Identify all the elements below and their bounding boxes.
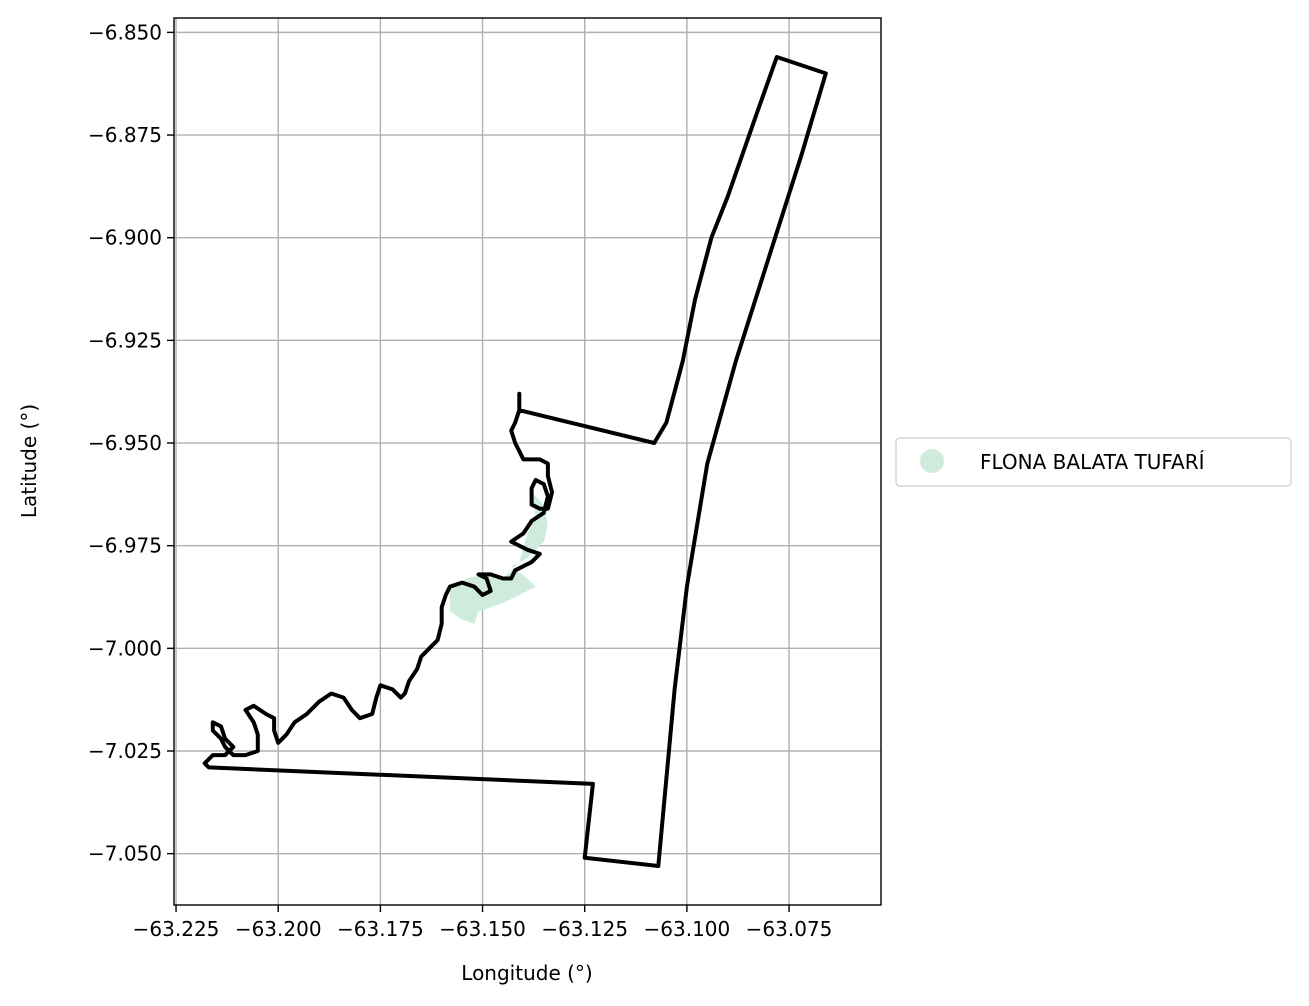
legend: FLONA BALATA TUFARÍ [895, 437, 1292, 487]
y-tick-label: −6.850 [88, 20, 162, 44]
plot-background [174, 18, 881, 905]
x-tick-label: −63.225 [133, 917, 220, 941]
x-tick-label: −63.100 [644, 917, 731, 941]
plot-frame [173, 17, 882, 906]
grid [174, 18, 881, 905]
x-tick-label: −63.150 [439, 917, 526, 941]
y-tick-label: −6.925 [88, 328, 162, 352]
protected-area-boundary [202, 55, 828, 868]
legend-entry-label: FLONA BALATA TUFARÍ [980, 450, 1205, 474]
y-tick-label: −6.975 [88, 534, 162, 558]
x-tick-label: −63.200 [235, 917, 322, 941]
y-tick-label: −7.050 [88, 842, 162, 866]
x-tick-label: −63.075 [746, 917, 833, 941]
x-tick-label: −63.175 [337, 917, 424, 941]
y-tick-label: −7.000 [88, 636, 162, 660]
legend-marker [920, 449, 944, 473]
y-axis-label: Latitude (°) [17, 404, 41, 518]
y-tick-label: −6.900 [88, 226, 162, 250]
x-axis: −63.225 −63.200 −63.175 −63.150 −63.125 −63.1… [133, 905, 833, 941]
y-axis: −6.850 −6.875 −6.900 −6.925 −6.950 −6.975 −7.0… [88, 20, 174, 866]
map-marks [202, 55, 828, 868]
y-tick-label: −6.950 [88, 431, 162, 455]
y-tick-label: −6.875 [88, 123, 162, 147]
y-tick-label: −7.025 [88, 739, 162, 763]
x-axis-label: Longitude (°) [461, 961, 592, 985]
protected-area-fill [449, 492, 548, 624]
x-tick-label: −63.125 [541, 917, 628, 941]
legend-frame [895, 437, 1292, 487]
